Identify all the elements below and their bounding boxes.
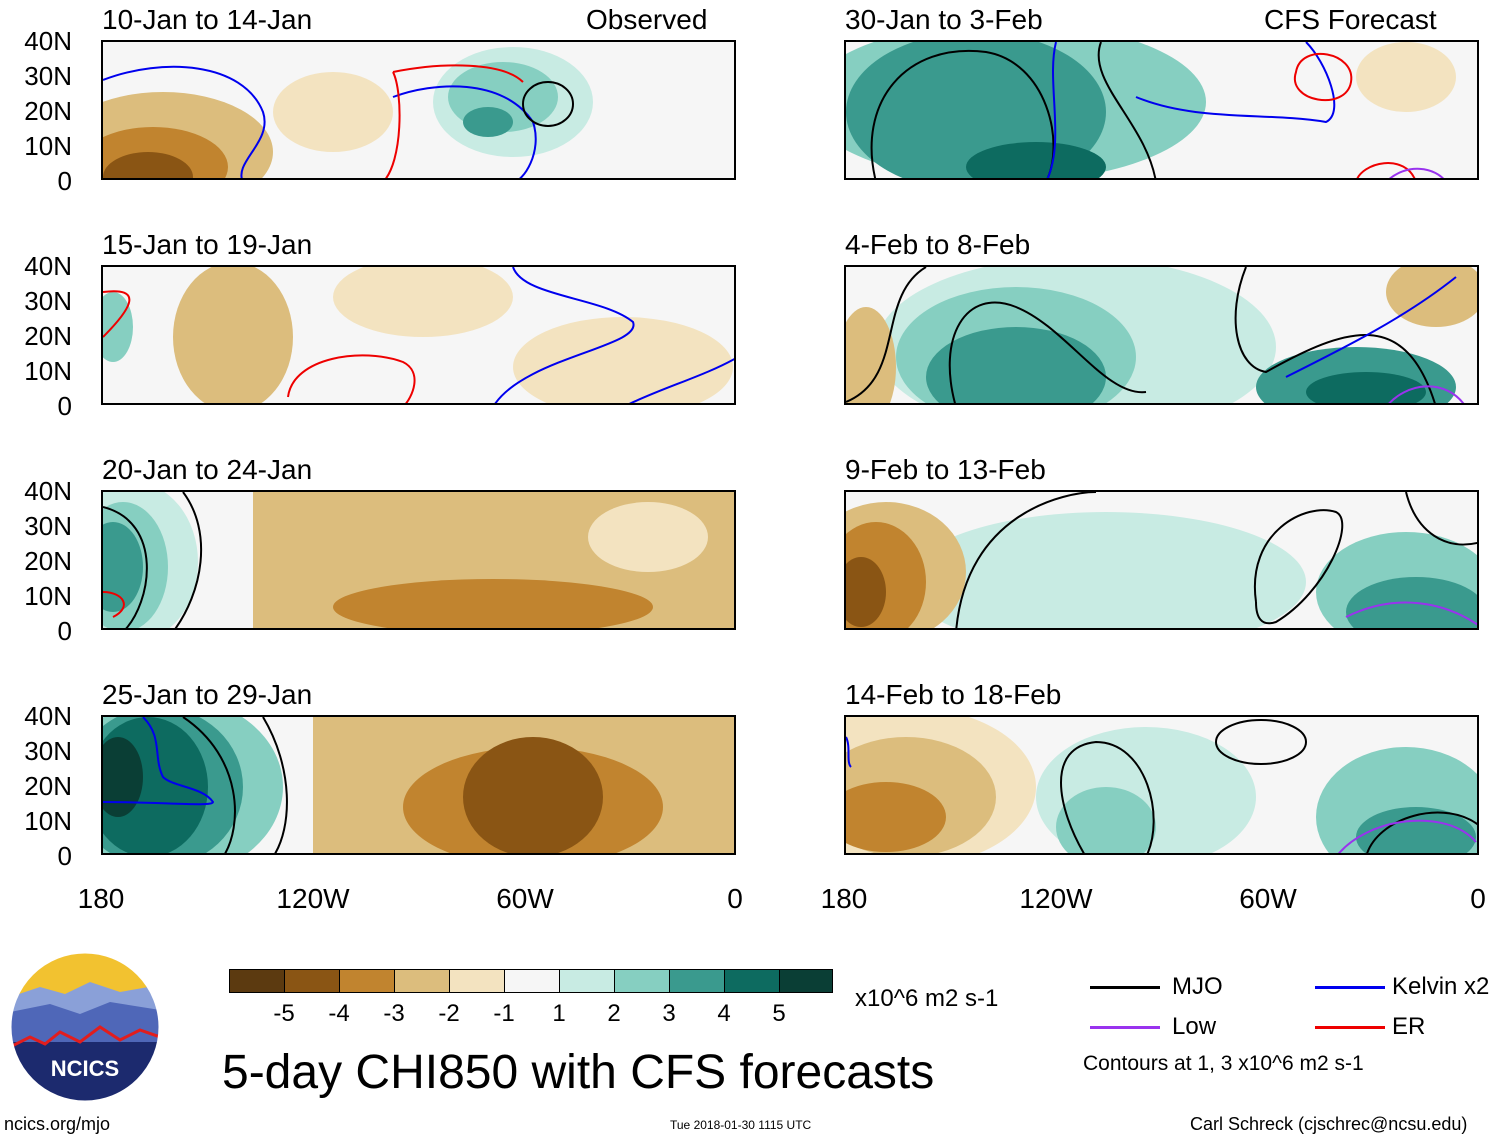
colorbar-swatch [339, 969, 395, 993]
lat-label: 10N [24, 356, 72, 386]
lon-label: 60W [496, 883, 554, 914]
lon-label: 120W [1019, 883, 1093, 914]
colorbar-swatch [724, 969, 780, 993]
lat-label: 20N [24, 771, 72, 801]
colorbar-tick-label: 5 [772, 1000, 786, 1027]
footer-website: ncics.org/mjo [4, 1114, 111, 1134]
footer-timestamp: Tue 2018-01-30 1115 UTC [670, 1118, 812, 1132]
lat-label: 30N [24, 286, 72, 316]
colorbar-swatch [284, 969, 340, 993]
colorbar-swatch [504, 969, 560, 993]
lon-label: 60W [1239, 883, 1297, 914]
colorbar-swatch [669, 969, 725, 993]
legend-label-er: ER [1392, 1013, 1426, 1040]
colorbar-tick-label: 1 [552, 1000, 566, 1027]
ncics-logo: NCICS [10, 952, 160, 1102]
panel-title-2: 15-Jan to 19-Jan [102, 229, 313, 260]
colorbar-swatch [614, 969, 670, 993]
colorbar-tick-label: -4 [328, 1000, 350, 1027]
lon-label: 120W [276, 883, 350, 914]
map-panel-8 [844, 715, 1479, 855]
colorbar-tick-label: 3 [662, 1000, 676, 1027]
legend-line-mjo [1090, 986, 1160, 989]
lat-label: 40N [24, 26, 72, 56]
lat-label: 40N [24, 701, 72, 731]
colorbar-tick-label: -1 [493, 1000, 515, 1027]
map-panel-5 [844, 40, 1479, 180]
legend-label-low: Low [1172, 1013, 1217, 1040]
colorbar-swatch [394, 969, 450, 993]
lon-label: 0 [1470, 883, 1486, 914]
panel-title-4: 25-Jan to 29-Jan [102, 679, 313, 710]
lat-label: 30N [24, 61, 72, 91]
legend-line-low [1090, 1026, 1160, 1029]
legend-label-mjo: MJO [1172, 973, 1223, 1000]
panel-title-8: 14-Feb to 18-Feb [845, 679, 1062, 710]
lat-label: 20N [24, 546, 72, 576]
figure-title: 5-day CHI850 with CFS forecasts [222, 1046, 935, 1099]
panel-title-3: 20-Jan to 24-Jan [102, 454, 313, 485]
legend-line-er [1315, 1026, 1385, 1029]
colorbar-tick-label: -5 [273, 1000, 295, 1027]
lon-label: 0 [727, 883, 743, 914]
lat-label: 0 [57, 166, 72, 196]
lat-label: 0 [57, 391, 72, 421]
observed-label: Observed [586, 4, 708, 35]
ncics-logo-text: NCICS [50, 1056, 120, 1081]
map-panel-6 [844, 265, 1479, 405]
colorbar-tick-label: 4 [717, 1000, 731, 1027]
colorbar-tick-label: 2 [607, 1000, 621, 1027]
panel-title-1: 10-Jan to 14-Jan [102, 4, 313, 35]
footer-author: Carl Schreck (cjschrec@ncsu.edu) [1190, 1114, 1468, 1134]
colorbar-swatch [559, 969, 615, 993]
colorbar-swatch [229, 969, 285, 993]
map-panel-4 [101, 715, 736, 855]
legend-contour-note: Contours at 1, 3 x10^6 m2 s-1 [1083, 1052, 1364, 1075]
map-panel-1 [101, 40, 736, 180]
legend-label-kelvin: Kelvin x2 [1392, 973, 1490, 1000]
lat-label: 10N [24, 806, 72, 836]
lat-label: 30N [24, 736, 72, 766]
legend-line-kelvin [1315, 986, 1385, 989]
colorbar-swatch [779, 969, 833, 993]
panel-title-5: 30-Jan to 3-Feb [845, 4, 1043, 35]
lat-label: 40N [24, 251, 72, 281]
colorbar-tick-label: -2 [438, 1000, 460, 1027]
lat-label: 20N [24, 96, 72, 126]
map-panel-3 [101, 490, 736, 630]
lat-label: 0 [57, 616, 72, 646]
lat-label: 10N [24, 581, 72, 611]
cfs-forecast-label: CFS Forecast [1264, 4, 1437, 35]
colorbar-units: x10^6 m2 s-1 [855, 985, 999, 1012]
map-panel-2 [101, 265, 736, 405]
lat-label: 40N [24, 476, 72, 506]
lat-label: 30N [24, 511, 72, 541]
lat-label: 0 [57, 841, 72, 871]
colorbar-tick-label: -3 [383, 1000, 405, 1027]
panel-title-6: 4-Feb to 8-Feb [845, 229, 1031, 260]
panel-title-7: 9-Feb to 13-Feb [845, 454, 1046, 485]
lat-label: 20N [24, 321, 72, 351]
colorbar-swatch [449, 969, 505, 993]
lon-label: 180 [77, 883, 125, 914]
map-panel-7 [844, 490, 1479, 630]
lat-label: 10N [24, 131, 72, 161]
lon-label: 180 [820, 883, 868, 914]
